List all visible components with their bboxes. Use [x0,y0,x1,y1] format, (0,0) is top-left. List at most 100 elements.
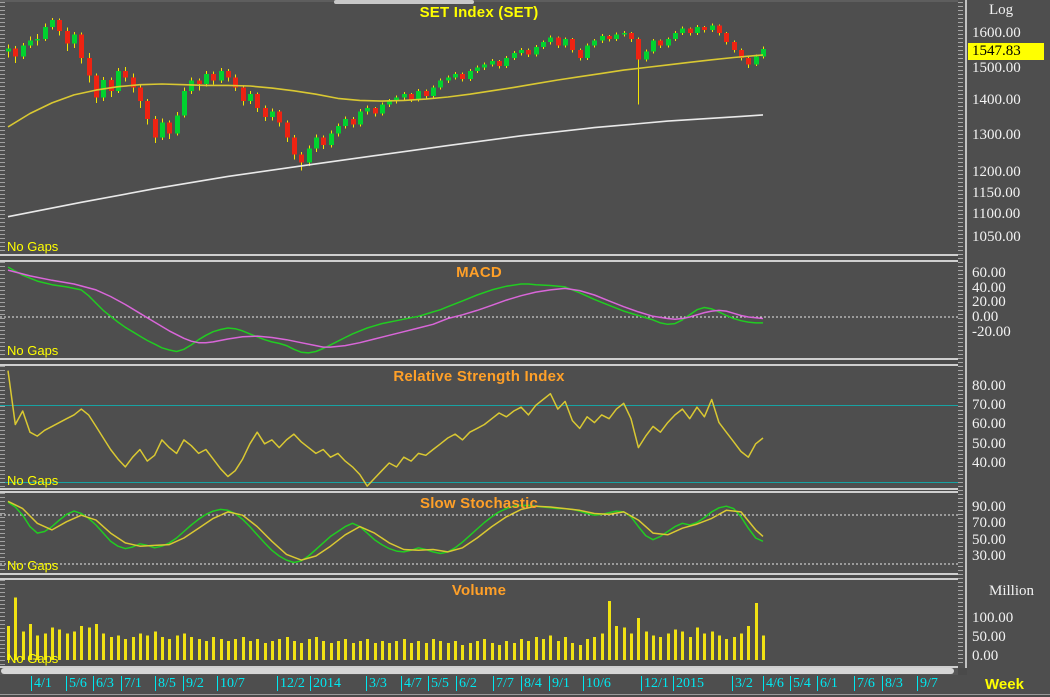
candle-body [204,74,209,85]
candle-body [175,115,180,134]
candle-body [248,94,253,102]
date-tick [155,676,156,691]
volume-bar [58,629,61,660]
volume-bar [681,631,684,660]
volume-bar [652,635,655,660]
horizontal-scrollbar[interactable] [0,668,958,675]
date-tick [456,676,457,691]
date-label: 4/7 [404,676,422,691]
candle-body [343,118,348,127]
scale-label: 50.00 [972,629,1006,645]
volume-bar [571,642,574,660]
volume-panel: Volume No Gaps [0,578,958,668]
volume-bar [623,627,626,660]
date-label: 12/1 [644,676,669,691]
stochastic-title: Slow Stochastic [419,495,539,512]
candle-body [651,40,656,52]
price-axis-ruler[interactable] [958,0,967,668]
volume-title: Volume [451,582,507,599]
volume-bar [542,639,545,660]
candle-body [292,137,297,155]
volume-bar [579,644,582,660]
volume-chart[interactable] [0,580,958,666]
scale-column: 1547.83 Log 1600.00 1500.00 1400.00 1300.00 1… [967,0,1050,675]
volume-bar [124,639,127,660]
volume-bar [315,637,318,660]
volume-bar [7,625,10,660]
date-label: 12/2 [280,676,305,691]
volume-bar [564,637,567,660]
scale-label: Log [989,2,1014,18]
volume-bar [286,637,289,660]
date-axis[interactable]: Week 4/1 5/6 6/3 7/1 8/5 9/2 10/7 12/2 2014 3/3 4/… [0,675,1050,694]
stochastic-chart[interactable] [0,493,958,573]
scale-label: 1150.00 [972,185,1021,201]
macd-chart[interactable] [0,262,958,358]
date-tick [428,676,429,691]
candle-body [746,57,751,65]
no-gaps-label: No Gaps [7,651,59,666]
price-panel: SET Index (SET) No Gaps [0,0,958,256]
last-price-tag: 1547.83 [968,43,1044,60]
volume-bar [557,641,560,660]
window-bottom-edge [0,694,1050,695]
candle-body [695,26,700,33]
scale-label: 0.00 [972,309,999,325]
candle-body [482,64,487,68]
date-label: 4/1 [34,676,52,691]
date-tick [66,676,67,691]
volume-bar [374,642,377,660]
candle-body [285,122,290,138]
candle-body [270,111,275,118]
scale-label: 0.00 [972,648,999,664]
candle-body [380,104,385,114]
volume-bar [667,633,670,660]
no-gaps-label: No Gaps [7,239,59,254]
ma-fast-line [7,54,764,128]
volume-bar [88,627,91,660]
scale-label: 1500.00 [972,60,1021,76]
candle-body [50,20,55,27]
date-tick [310,676,311,691]
left-tick-ruler [0,493,5,573]
price-chart[interactable] [0,2,958,254]
candle-body [497,61,502,66]
rsi-chart[interactable] [0,366,958,488]
scale-label: 70.00 [972,515,1006,531]
scale-label: 1050.00 [972,229,1021,245]
scale-label: 50.00 [972,532,1006,548]
scale-label: 80.00 [972,378,1006,394]
candle-body [534,46,539,55]
volume-bar [198,639,201,660]
volume-bar [637,618,640,660]
candle-body [226,70,231,78]
candle-body [358,111,363,125]
candle-body [167,122,172,134]
scrollbar-thumb[interactable] [1,668,954,674]
date-label: 6/1 [820,676,838,691]
volume-bar [410,642,413,660]
date-label: 8/3 [885,676,903,691]
volume-bar [461,644,464,660]
candle-body [321,137,326,145]
macd-signal-line [7,269,764,348]
chart-title: SET Index (SET) [419,4,539,21]
scale-label: 30.00 [972,548,1006,564]
candle-body [490,61,495,65]
volume-bar [696,627,699,660]
volume-bar [608,601,611,660]
date-label: 3/3 [369,676,387,691]
splitter-handle[interactable] [334,0,474,4]
volume-bar [505,641,508,660]
candle-body [585,45,590,58]
candle-body [351,118,356,125]
volume-bar [417,641,420,660]
candle-body [131,77,136,88]
candle-body [526,49,531,55]
candle-body [761,49,766,57]
candle-body [211,74,216,81]
rsi-line [7,370,764,487]
candle-body [307,148,312,163]
candle-body [710,25,715,30]
candle-body [548,37,553,43]
